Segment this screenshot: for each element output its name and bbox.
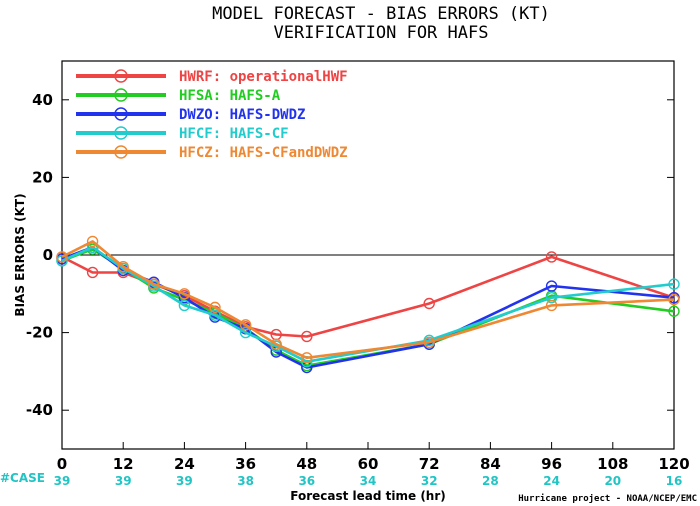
case-count: 39 bbox=[54, 474, 71, 488]
x-tick-label: 24 bbox=[174, 455, 195, 473]
y-tick-label: 0 bbox=[43, 246, 53, 264]
x-tick-label: 60 bbox=[358, 455, 379, 473]
series-point bbox=[545, 251, 558, 263]
series-point bbox=[86, 235, 99, 248]
series-point bbox=[178, 299, 191, 312]
case-counts: 39 39 39 38 36 34 32 28 24 20 16 bbox=[54, 474, 683, 488]
x-tick-label: 108 bbox=[597, 455, 628, 473]
x-tick-label: 48 bbox=[296, 455, 317, 473]
series-point bbox=[423, 297, 435, 310]
x-axis-ticks: 0 12 24 36 48 60 72 84 96 108 120 bbox=[57, 442, 690, 473]
series-point bbox=[545, 299, 558, 312]
legend-swatch-marker bbox=[114, 145, 128, 159]
series-point bbox=[209, 309, 221, 321]
case-count: 16 bbox=[666, 474, 683, 488]
legend-label: DWZO: HAFS-DWDZ bbox=[179, 107, 305, 123]
series-point bbox=[668, 293, 680, 306]
x-axis-label: Forecast lead time (hr) bbox=[290, 489, 446, 503]
series-point bbox=[239, 326, 252, 339]
series-point bbox=[239, 319, 252, 331]
series-layer bbox=[56, 235, 680, 374]
chart-title: MODEL FORECAST - BIAS ERRORS (KT) bbox=[212, 4, 550, 24]
x-tick-label: 36 bbox=[235, 455, 256, 473]
y-tick-label: 20 bbox=[32, 168, 53, 186]
case-count: 28 bbox=[482, 474, 499, 488]
case-count: 39 bbox=[115, 474, 132, 488]
legend-swatch-marker bbox=[114, 126, 128, 140]
series-point bbox=[117, 260, 129, 273]
series-point bbox=[56, 251, 68, 263]
case-count: 32 bbox=[421, 474, 438, 488]
series-point bbox=[423, 336, 435, 348]
legend-label: HFSA: HAFS-A bbox=[179, 88, 281, 104]
legend-swatch-marker bbox=[114, 107, 128, 121]
series-point bbox=[301, 352, 313, 364]
legend-swatch-marker bbox=[114, 69, 128, 83]
series-point bbox=[209, 301, 221, 314]
series-line bbox=[61, 240, 675, 360]
chart-subtitle: VERIFICATION FOR HAFS bbox=[274, 23, 489, 43]
series-point bbox=[301, 330, 313, 343]
y-tick-label: 40 bbox=[32, 91, 53, 109]
series-group bbox=[56, 235, 680, 364]
x-tick-label: 96 bbox=[541, 455, 562, 473]
legend-label: HWRF: operationalHWF bbox=[179, 69, 348, 85]
series-point bbox=[545, 291, 558, 304]
series-point bbox=[668, 305, 680, 317]
case-count-label: #CASE bbox=[0, 471, 45, 485]
x-tick-label: 0 bbox=[57, 455, 67, 473]
series-group bbox=[56, 241, 680, 374]
legend-label: HFCF: HAFS-CF bbox=[179, 126, 289, 142]
y-axis-label: BIAS ERRORS (KT) bbox=[13, 193, 27, 316]
series-point bbox=[270, 338, 282, 350]
series-point bbox=[178, 288, 191, 300]
legend-label: HFCZ: HAFS-CFandDWDZ bbox=[179, 145, 348, 161]
series-point bbox=[86, 266, 99, 279]
y-tick-label: -20 bbox=[26, 324, 53, 342]
case-count: 24 bbox=[543, 474, 560, 488]
series-point bbox=[148, 278, 160, 290]
case-count: 34 bbox=[360, 474, 377, 488]
series-point bbox=[545, 280, 558, 292]
legend-swatch-marker bbox=[114, 88, 128, 102]
series-point bbox=[668, 278, 680, 290]
y-axis-ticks: 40 20 0 -20 -40 bbox=[26, 91, 674, 419]
case-count: 36 bbox=[298, 474, 315, 488]
series-line bbox=[61, 255, 675, 338]
x-tick-label: 84 bbox=[480, 455, 501, 473]
series-group bbox=[56, 251, 680, 343]
legend: HWRF: operationalHWF HFSA: HAFS-A DWZO: HA… bbox=[76, 69, 348, 161]
case-count: 38 bbox=[237, 474, 254, 488]
y-tick-label: -40 bbox=[26, 401, 53, 419]
x-tick-label: 12 bbox=[113, 455, 134, 473]
x-tick-label: 120 bbox=[658, 455, 689, 473]
case-count: 20 bbox=[604, 474, 621, 488]
case-count: 39 bbox=[176, 474, 193, 488]
credit-text: Hurricane project - NOAA/NCEP/EMC bbox=[518, 493, 697, 504]
x-tick-label: 72 bbox=[419, 455, 440, 473]
